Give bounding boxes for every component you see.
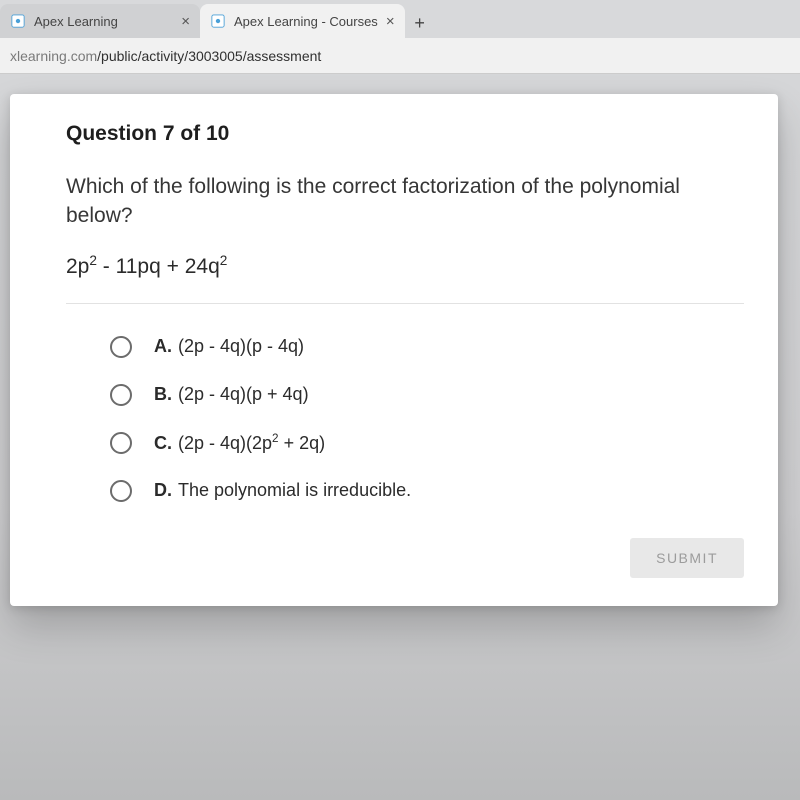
tab-title: Apex Learning (34, 14, 173, 29)
question-prompt: Which of the following is the correct fa… (66, 172, 744, 231)
option-c[interactable]: C.(2p - 4q)(2p2 + 2q) (110, 432, 744, 454)
tab-strip: Apex Learning × Apex Learning - Courses … (0, 0, 800, 38)
option-a[interactable]: A.(2p - 4q)(p - 4q) (110, 336, 744, 358)
options-list: A.(2p - 4q)(p - 4q) B.(2p - 4q)(p + 4q) … (66, 336, 744, 502)
address-bar[interactable]: xlearning.com/public/activity/3003005/as… (0, 38, 800, 74)
separator (66, 303, 744, 304)
close-icon[interactable]: × (386, 13, 395, 30)
radio-icon[interactable] (110, 432, 132, 454)
question-card: Question 7 of 10 Which of the following … (10, 94, 778, 606)
radio-icon[interactable] (110, 336, 132, 358)
new-tab-button[interactable]: + (405, 8, 435, 38)
radio-icon[interactable] (110, 480, 132, 502)
option-label: A.(2p - 4q)(p - 4q) (154, 336, 304, 357)
question-expression: 2p2 - 11pq + 24q2 (66, 253, 744, 279)
option-d[interactable]: D.The polynomial is irreducible. (110, 480, 744, 502)
option-label: C.(2p - 4q)(2p2 + 2q) (154, 432, 325, 454)
favicon-icon (10, 13, 26, 29)
option-label: D.The polynomial is irreducible. (154, 480, 411, 501)
url-host: xlearning.com (10, 48, 97, 64)
tab-apex-courses[interactable]: Apex Learning - Courses × (200, 4, 405, 38)
question-counter: Question 7 of 10 (66, 122, 744, 146)
option-label: B.(2p - 4q)(p + 4q) (154, 384, 309, 405)
tab-apex-learning[interactable]: Apex Learning × (0, 4, 200, 38)
favicon-icon (210, 13, 226, 29)
page-background: Question 7 of 10 Which of the following … (0, 74, 800, 800)
submit-button[interactable]: SUBMIT (630, 538, 744, 578)
submit-wrap: SUBMIT (66, 538, 744, 578)
tab-title: Apex Learning - Courses (234, 14, 378, 29)
close-icon[interactable]: × (181, 13, 190, 30)
url-path: /public/activity/3003005/assessment (97, 48, 321, 64)
option-b[interactable]: B.(2p - 4q)(p + 4q) (110, 384, 744, 406)
radio-icon[interactable] (110, 384, 132, 406)
